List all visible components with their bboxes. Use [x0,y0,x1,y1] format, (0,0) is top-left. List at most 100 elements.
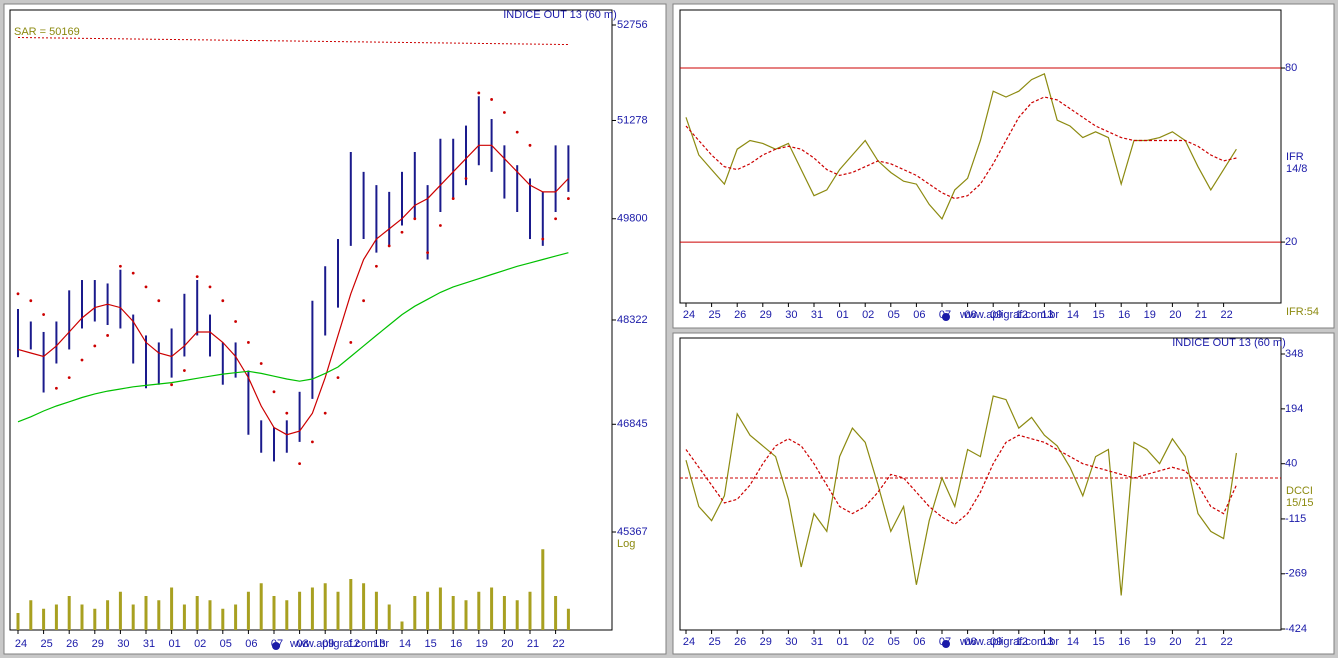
y-tick-label: 48322 [617,314,648,326]
x-tick-label: 14 [399,638,411,650]
x-tick-label: 02 [862,309,874,321]
x-tick-label: 26 [66,638,78,650]
sar-dot [106,334,109,337]
x-tick-label: 13 [373,638,385,650]
volume-bar [451,596,455,630]
sar-dot [490,98,493,101]
sar-dot [554,217,557,221]
x-tick-label: 24 [683,309,695,321]
x-tick-label: 19 [1144,636,1156,648]
sar-dot [285,411,289,415]
x-tick-label: 22 [1220,636,1232,648]
sar-dot [67,376,71,380]
sar-dot [144,285,148,289]
x-tick-label: 06 [913,636,925,648]
x-tick-label: 24 [683,636,695,648]
sar-dot [42,313,45,316]
volume-bar [374,591,378,630]
watermark-icon [942,313,950,321]
sar-dot [528,143,532,147]
sar-dot [298,462,301,466]
volume-bar [195,596,199,630]
x-tick-label: 16 [1118,309,1130,321]
x-tick-label: 31 [143,638,155,650]
series-line [685,434,1237,526]
volume-bar [182,604,186,630]
series-line [685,96,1237,200]
sar-dot [323,411,327,415]
y-tick-label: -424 [1285,623,1307,635]
x-tick-label: 02 [194,638,206,650]
sar-dot [349,341,353,344]
x-tick-label: 31 [811,309,823,321]
sar-dot [221,299,225,303]
x-tick-label: 09 [990,309,1002,321]
volume-bar [208,600,212,630]
x-tick-label: 13 [1041,636,1053,648]
volume-bar [554,596,558,630]
volume-bar [362,583,366,630]
volume-bar [528,591,532,630]
volume-bar [67,596,71,630]
volume-bar [464,600,468,630]
volume-bar [16,613,20,630]
volume-bar [285,600,289,630]
x-tick-label: 09 [990,636,1002,648]
x-tick-label: 01 [836,309,848,321]
watermark-icon [272,642,280,650]
y-tick-label: 40 [1285,458,1297,470]
indicator-label: 15/15 [1286,497,1314,509]
indicator-value: IFR:54 [1286,306,1319,318]
y-tick-label: 194 [1285,403,1303,415]
sar-dot [439,224,442,227]
x-tick-label: 06 [245,638,257,650]
left-panel [3,3,667,655]
x-tick-label: 21 [527,638,539,650]
sar-dot [426,251,429,255]
x-tick-label: 15 [424,638,436,650]
series-line [17,252,569,423]
sar-dot [477,91,481,95]
volume-bar [144,596,148,630]
y-tick-label: 20 [1285,236,1297,248]
x-tick-label: 05 [888,309,900,321]
sar-dot [413,217,417,221]
volume-bar [54,604,58,630]
volume-bar [387,604,391,630]
volume-bar [234,604,238,630]
sar-dot [157,299,161,303]
volume-bar [349,579,353,630]
volume-bar [541,549,545,630]
volume-bar [502,596,506,630]
indicator-label: IFR [1286,151,1304,163]
sar-dot [234,320,238,323]
series-line [17,144,569,436]
x-tick-label: 31 [811,636,823,648]
x-tick-label: 14 [1067,309,1079,321]
x-tick-label: 30 [785,636,797,648]
sar-dot [131,271,135,275]
watermark-icon [942,640,950,648]
x-tick-label: 16 [1118,636,1130,648]
volume-bar [298,591,302,630]
x-tick-label: 02 [862,636,874,648]
volume-bar [246,591,250,630]
watermark: www.apligraf.com.br [959,636,1059,648]
x-tick-label: 12 [1016,309,1028,321]
x-tick-label: 08 [296,638,308,650]
x-tick-label: 26 [734,309,746,321]
y-tick-label: 45367 [617,526,648,538]
volume-bar [259,583,263,630]
volume-bar [438,587,442,630]
volume-bar [29,600,33,630]
sar-dot [55,386,58,390]
volume-bar [323,583,327,630]
top-right-panel [672,3,1335,329]
x-tick-label: 20 [501,638,513,650]
volume-bar [170,587,174,630]
sar-dot [336,376,340,380]
sar-dot [208,285,212,289]
cci-plot-frame [679,337,1282,631]
x-tick-label: 29 [760,309,772,321]
y-tick-label: 348 [1285,348,1303,360]
